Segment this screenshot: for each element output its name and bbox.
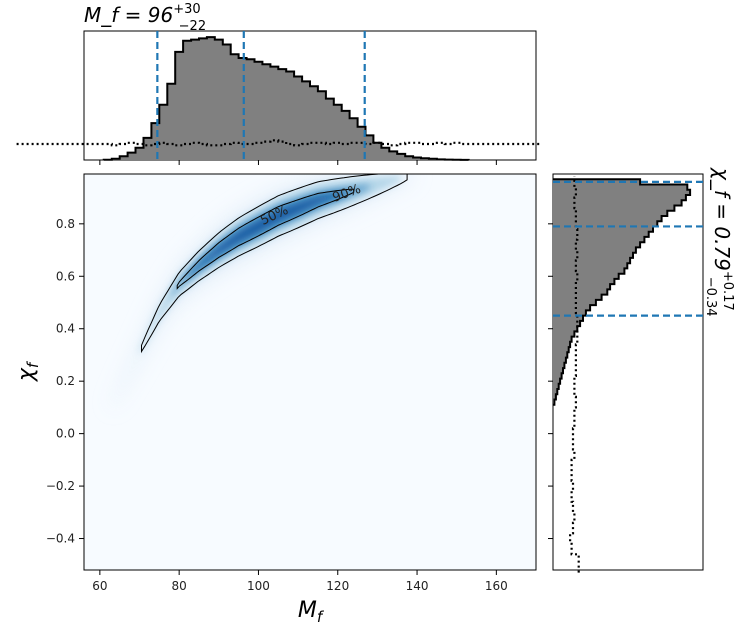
joint-y-ticks: −0.4 −0.2 0.0 0.2 0.4 0.6 0.8 bbox=[46, 217, 84, 546]
x-tick-label: 160 bbox=[485, 579, 508, 593]
mass-marginal-ticks bbox=[99, 160, 497, 165]
mass-marginal-panel: M_f = 96+30 −22 bbox=[16, 2, 540, 165]
y-tick-label: 0.2 bbox=[56, 374, 75, 388]
y-tick-label: −0.2 bbox=[46, 479, 75, 493]
mass-prior-line bbox=[16, 139, 540, 147]
x-tick-label: 140 bbox=[406, 579, 429, 593]
spin-histogram-edge bbox=[553, 178, 692, 406]
spin-marginal-panel: χ_f = 0.79+0.17−0.34 bbox=[548, 167, 735, 573]
y-tick-label: 0.4 bbox=[56, 322, 75, 336]
spin-prior-line bbox=[569, 176, 580, 573]
y-tick-label: 0.8 bbox=[56, 217, 75, 231]
mass-histogram-fill bbox=[103, 37, 469, 160]
contour-50 bbox=[176, 188, 355, 290]
x-tick-label: 80 bbox=[172, 579, 187, 593]
y-axis-label: χf bbox=[14, 360, 42, 382]
mass-histogram-edge bbox=[102, 36, 470, 161]
x-axis-label: Mf bbox=[298, 598, 325, 626]
y-tick-label: −0.4 bbox=[46, 532, 75, 546]
joint-frame bbox=[83, 173, 537, 571]
spin-marginal-ticks bbox=[548, 223, 553, 540]
spin-histogram-fill bbox=[553, 179, 691, 405]
joint-x-ticks: 60 80 100 120 140 160 bbox=[92, 570, 508, 593]
joint-background bbox=[84, 174, 536, 570]
y-tick-label: 0.6 bbox=[56, 269, 75, 283]
x-tick-label: 120 bbox=[326, 579, 349, 593]
joint-panel: 50% 90% 60 80 100 120 140 160 −0.4−0.20.00.20… bbox=[14, 173, 537, 626]
contour-90 bbox=[141, 174, 408, 354]
x-tick-label: 60 bbox=[92, 579, 107, 593]
spin-marginal-title: χ_f = 0.79+0.17−0.34 bbox=[703, 167, 735, 317]
mass-marginal-title: M_f = 96+30 −22 bbox=[84, 2, 206, 34]
y-tick-label: 0.0 bbox=[56, 427, 75, 441]
spin-credible-lines bbox=[553, 180, 703, 317]
x-tick-label: 100 bbox=[247, 579, 270, 593]
